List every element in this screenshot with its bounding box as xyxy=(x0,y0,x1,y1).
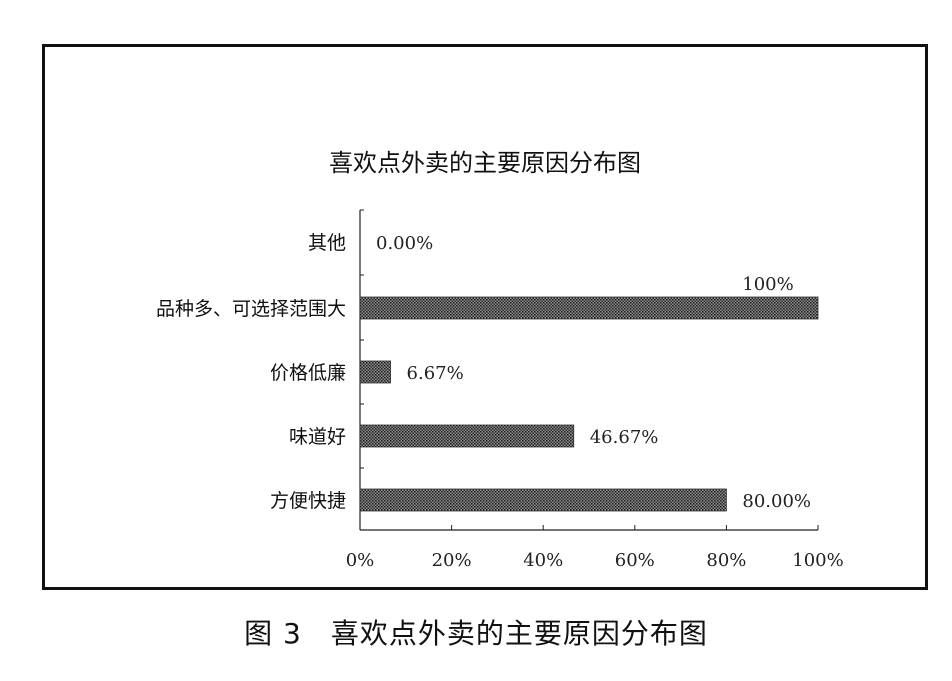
category-label-1: 品种多、可选择范围大 xyxy=(156,298,346,320)
figure-caption: 图 3 喜欢点外卖的主要原因分布图 xyxy=(244,617,708,650)
category-label-3: 味道好 xyxy=(289,426,346,448)
bar-4 xyxy=(359,488,727,512)
bar-chart: 喜欢点外卖的主要原因分布图 0% 20% 40% 60% 80% 100% 其他 0.00% 品… xyxy=(156,149,844,571)
value-label-4: 80.00% xyxy=(742,491,811,512)
x-tick-label-1: 20% xyxy=(432,550,472,571)
chart-frame: 喜欢点外卖的主要原因分布图 0% 20% 40% 60% 80% 100% 其他 0.00% 品… xyxy=(42,44,928,590)
value-label-1: 100% xyxy=(742,274,793,295)
bar-1 xyxy=(359,296,819,320)
category-label-0: 其他 xyxy=(308,232,346,254)
value-label-3: 46.67% xyxy=(590,427,659,448)
plot-area: 0% 20% 40% 60% 80% 100% 其他 0.00% 品种多、可选择范围大 100% 价… xyxy=(156,209,844,571)
category-label-4: 方便快捷 xyxy=(270,490,346,512)
x-tick-label-4: 80% xyxy=(706,550,746,571)
value-label-2: 6.67% xyxy=(407,363,464,384)
bar-2 xyxy=(359,360,391,384)
x-tick-label-0: 0% xyxy=(346,550,375,571)
value-label-0: 0.00% xyxy=(376,233,433,254)
x-tick-label-2: 40% xyxy=(523,550,563,571)
x-tick-label-3: 60% xyxy=(615,550,655,571)
category-label-2: 价格低廉 xyxy=(270,362,346,384)
chart-title: 喜欢点外卖的主要原因分布图 xyxy=(329,149,641,177)
bar-3 xyxy=(359,424,575,448)
x-tick-label-5: 100% xyxy=(792,550,843,571)
